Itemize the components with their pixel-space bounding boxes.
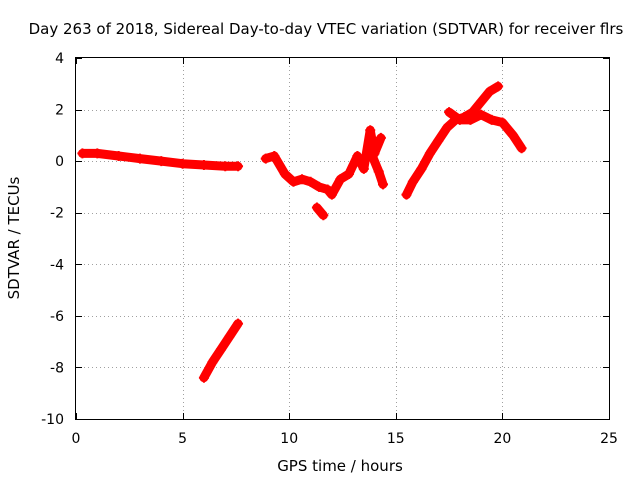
data-point (296, 174, 307, 185)
data-point (476, 109, 487, 120)
x-tick-label: 0 (72, 431, 81, 447)
data-point (433, 135, 444, 146)
series-segment-6 (401, 81, 504, 200)
data-point (318, 210, 329, 221)
series-segment-1 (77, 148, 244, 172)
data-point (367, 150, 378, 161)
data-point (365, 125, 376, 136)
data-point (444, 107, 455, 118)
y-tick-label: 0 (55, 154, 64, 170)
series-band (312, 203, 328, 220)
series-layer (77, 81, 527, 383)
data-point (497, 117, 508, 128)
series-segment-4 (311, 202, 329, 221)
data-point (516, 143, 527, 154)
data-point (198, 372, 209, 383)
data-point (508, 130, 519, 141)
x-tick-label: 15 (387, 431, 405, 447)
data-point (484, 86, 495, 97)
data-point (198, 160, 209, 171)
data-point (233, 161, 244, 172)
series-band (261, 125, 386, 200)
y-axis-title: SDTVAR / TECUs (5, 176, 23, 299)
data-point (279, 169, 290, 180)
data-point (486, 114, 497, 125)
data-point (156, 156, 167, 167)
data-point (113, 150, 124, 161)
x-tick-label: 5 (178, 431, 187, 447)
data-point (269, 150, 280, 161)
data-point (233, 318, 244, 329)
y-tick-label: -6 (50, 309, 64, 325)
x-axis-title: GPS time / hours (277, 457, 403, 475)
data-point (358, 163, 369, 174)
y-tick-label: -4 (50, 257, 64, 273)
x-tick-label: 10 (280, 431, 298, 447)
data-point (465, 114, 476, 125)
series-segment-2 (198, 318, 244, 383)
data-point (326, 189, 337, 200)
data-point (476, 96, 487, 107)
data-point (375, 132, 386, 143)
data-point (378, 179, 389, 190)
series-segment-3 (260, 125, 386, 200)
data-point (407, 176, 418, 187)
data-point (373, 166, 384, 177)
data-point (343, 169, 354, 180)
data-point (352, 150, 363, 161)
chart-title: Day 263 of 2018, Sidereal Day-to-day VTE… (29, 20, 624, 38)
data-point (305, 176, 316, 187)
series-segment-7 (444, 107, 527, 154)
data-point (177, 158, 188, 169)
data-point (220, 161, 231, 172)
y-tick-label: 4 (55, 51, 64, 67)
tick-layer: 0 5 10 15 20 25 -10 -8 -6 -4 -2 0 2 4 (41, 51, 618, 447)
data-point (215, 344, 226, 355)
data-point (454, 114, 465, 125)
data-point (401, 189, 412, 200)
data-point (416, 163, 427, 174)
y-tick-label: -2 (50, 206, 64, 222)
data-point (77, 148, 88, 159)
data-point (92, 148, 103, 159)
y-tick-label: -8 (50, 360, 64, 376)
data-point (224, 331, 235, 342)
x-tick-label: 25 (600, 431, 618, 447)
plot-frame (75, 57, 610, 420)
data-point (288, 176, 299, 187)
data-point (134, 153, 145, 164)
data-point (493, 81, 504, 92)
data-point (335, 174, 346, 185)
series-segment-5 (367, 150, 389, 190)
y-tick-label: -10 (41, 412, 64, 428)
series-band (402, 81, 503, 200)
data-point (441, 122, 452, 133)
data-point (207, 357, 218, 368)
data-point (311, 202, 322, 213)
data-point (260, 153, 271, 164)
data-point (424, 148, 435, 159)
x-tick-label: 20 (493, 431, 511, 447)
data-point (314, 181, 325, 192)
y-tick-label: 2 (55, 103, 64, 119)
data-point (322, 184, 333, 195)
